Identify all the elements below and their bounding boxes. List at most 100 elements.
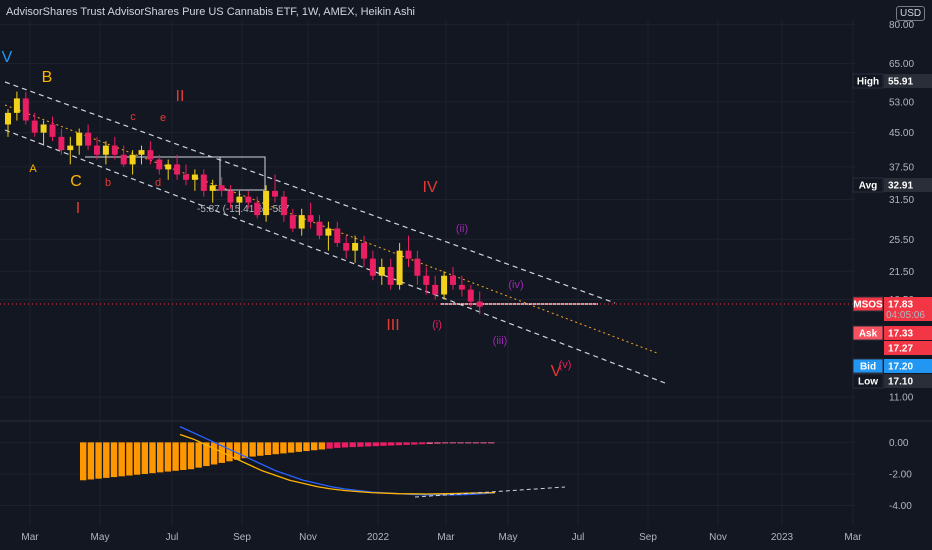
candle-body [245, 196, 252, 203]
time-tick-label: Jul [572, 532, 585, 543]
macd-bar [311, 442, 318, 451]
price-tag-name: High [857, 77, 879, 88]
candle-body [396, 250, 403, 285]
price-tag-value-bg [884, 74, 932, 88]
price-tag-value: 17.33 [888, 329, 913, 340]
macd-bar [110, 442, 118, 478]
candle-body [40, 124, 47, 133]
candle-body [67, 145, 74, 151]
price-tag-value: 17.20 [888, 362, 913, 373]
macd-bar [210, 442, 218, 465]
time-tick-label: Mar [437, 532, 455, 543]
time-tick-label: May [499, 532, 518, 543]
macd-bar [203, 442, 210, 467]
macd-bar [364, 442, 372, 447]
macd-bar [295, 442, 302, 452]
price-tag-value-bg [884, 297, 932, 321]
candle-body [236, 196, 243, 203]
wave-major-label: IV [422, 179, 437, 196]
price-tick-label: 65.00 [889, 59, 914, 70]
wave-annotations: V B II CI IV III V Ac e b d (ii) (i) (iii) (iv) (v) [2, 49, 572, 380]
time-tick-label: Sep [233, 532, 251, 543]
wave-minor-label: d [155, 177, 161, 189]
macd-bar [226, 442, 233, 462]
price-tick-label: 37.50 [889, 162, 914, 173]
candle-body [209, 185, 216, 191]
macd-bar [149, 442, 156, 474]
candle-body [13, 98, 20, 113]
macd-tick-label: -2.00 [889, 469, 912, 480]
candle-body [414, 258, 421, 276]
macd-bar [411, 442, 418, 445]
price-tag-value-bg [884, 326, 932, 340]
wave-minor-label: (iii) [493, 335, 508, 347]
macd-bar [326, 442, 333, 449]
candle-body [369, 258, 376, 276]
price-tag-name-bg [852, 358, 884, 374]
time-tick-label: Nov [299, 532, 317, 543]
macd-bar [95, 442, 102, 479]
chart-title: AdvisorShares Trust AdvisorShares Pure U… [6, 6, 416, 18]
candle-body [191, 174, 198, 180]
wave-minor-label: A [29, 163, 37, 175]
wave-minor-label: b [105, 177, 111, 189]
candle-body [22, 98, 29, 121]
wave-major-label: III [386, 317, 399, 334]
channel-lower [4, 129, 666, 384]
time-tick-label: Sep [639, 532, 657, 543]
wave-major-label: V [551, 363, 562, 380]
macd-bar [141, 442, 148, 474]
price-tag-value: 17.10 [888, 377, 913, 388]
price-tag-name-bg [852, 325, 884, 341]
candle-body [378, 266, 385, 276]
candle-body [316, 221, 323, 236]
candle-body [165, 164, 172, 170]
price-tick-label: 80.00 [889, 20, 914, 31]
channel-upper [4, 81, 616, 304]
macd-bar [241, 442, 249, 459]
macd-bar [126, 442, 133, 476]
currency-badge[interactable]: USD [896, 6, 926, 21]
price-tag-value: 32.91 [888, 181, 913, 192]
candle-body [227, 190, 234, 203]
price-tag-value-bg [884, 359, 932, 373]
candle-body [352, 242, 359, 251]
wave-major-label: V [2, 49, 13, 66]
wave-major-label: I [76, 200, 80, 217]
candle-body [432, 284, 439, 295]
price-tag-name-bg [852, 373, 884, 389]
candle-body [200, 174, 207, 191]
wave-minor-label: (ii) [456, 223, 468, 235]
price-tag-name-bg [852, 296, 884, 312]
macd-bar [318, 442, 326, 450]
candle-body [147, 150, 154, 160]
candle-body [280, 196, 287, 216]
candle-body [174, 164, 181, 175]
candle-body [156, 159, 163, 170]
macd-bar [172, 442, 179, 471]
price-tick-label: 45.00 [889, 128, 914, 139]
macd-trendline [414, 486, 566, 498]
time-tick-label: Mar [844, 532, 862, 543]
candle-body [458, 284, 465, 290]
macd-bar [441, 442, 449, 444]
macd-bar [157, 442, 164, 473]
price-tag-value: 17.27 [888, 344, 913, 355]
macd-tick-label: 0.00 [889, 438, 909, 449]
macd-bar [449, 442, 456, 444]
candle-body [272, 190, 278, 197]
candle-body [325, 228, 332, 236]
price-tick-label: 11.00 [889, 393, 914, 404]
candle-body [76, 132, 83, 146]
price-tick-label: 21.50 [889, 267, 914, 278]
candle-body [298, 215, 305, 229]
candle-body [49, 124, 56, 137]
macd-bar [488, 442, 495, 444]
candles [5, 91, 483, 315]
wave-major-label: C [70, 173, 82, 190]
candle-body [94, 145, 100, 155]
candle-body [85, 132, 92, 146]
wave-minor-label: c [130, 111, 136, 123]
